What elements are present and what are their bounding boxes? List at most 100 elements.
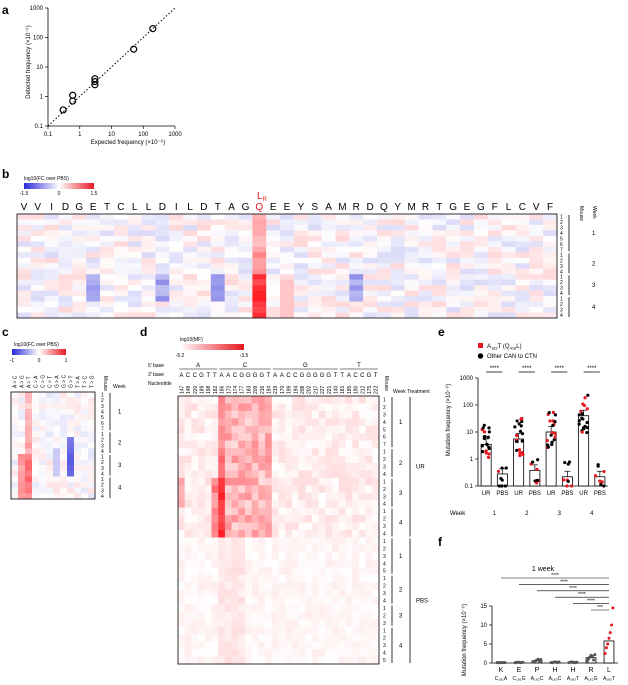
d-heatmap-cell	[358, 552, 366, 560]
d-heatmap-cell	[318, 492, 326, 501]
b-heatmap-cell	[446, 307, 461, 313]
d-heatmap-cell	[365, 649, 373, 657]
b-heatmap-cell	[44, 285, 59, 291]
d-heatmap-cell	[298, 500, 306, 508]
c-heatmap-cell	[60, 408, 68, 415]
d-heatmap-cell	[291, 604, 299, 613]
d-heatmap-cell	[245, 448, 252, 456]
b-heatmap-cell	[155, 224, 170, 231]
c-heatmap-frame	[10, 391, 96, 500]
e-y-tick-label: 10	[466, 430, 473, 436]
b-heatmap-cell	[72, 257, 87, 264]
d-heatmap-cell	[211, 448, 219, 456]
b-heatmap-cell	[515, 290, 530, 297]
d-heatmap-cell	[325, 589, 333, 598]
b-heatmap-cell	[72, 312, 87, 319]
d-heatmap-cell	[318, 552, 326, 560]
b-heatmap-cell	[335, 252, 350, 258]
b-heatmap-cell	[543, 252, 558, 258]
d-heatmap-cell	[291, 611, 299, 620]
c-heatmap-cell	[81, 482, 89, 488]
d-heatmap-cell	[312, 440, 319, 449]
b-heatmap-cell	[100, 246, 115, 253]
d-heatmap-cell	[332, 567, 339, 575]
b-heatmap-cell	[321, 274, 336, 280]
d-heatmap-cell	[312, 515, 319, 523]
d-heatmap-cell	[338, 626, 346, 635]
c-heatmap-cell	[74, 487, 82, 494]
d-heatmap-cell	[305, 656, 313, 665]
e-point-black	[585, 420, 589, 425]
d-heatmap-cell	[332, 626, 339, 635]
d-mouse-id: 1	[383, 509, 386, 515]
b-sequence-residue: D	[200, 202, 207, 213]
b-heatmap-cell	[501, 252, 516, 258]
d-heatmap-cell	[305, 500, 313, 508]
d-heatmap-cell	[318, 544, 326, 553]
b-heatmap-cell	[487, 285, 502, 291]
d-heatmap-cell	[231, 403, 239, 412]
d-heatmap-cell	[271, 403, 279, 412]
d-heatmap-cell	[231, 470, 239, 479]
b-heatmap-cell	[183, 301, 198, 308]
d-heatmap-cell	[245, 582, 252, 590]
d-three-prime-base: C	[353, 373, 358, 379]
c-mouse-id: 3	[101, 466, 104, 472]
d-heatmap-cell	[332, 470, 339, 479]
b-heatmap-cell	[169, 252, 184, 258]
b-heatmap-cell	[30, 230, 45, 237]
d-heatmap-cell	[298, 537, 306, 546]
c-heatmap-cell	[60, 420, 68, 426]
d-heatmap-cell	[305, 597, 313, 605]
d-heatmap-cell	[338, 656, 346, 665]
d-heatmap-cell	[191, 448, 199, 456]
d-heatmap-cell	[198, 477, 205, 486]
d-heatmap-cell	[211, 530, 219, 538]
d-heatmap-cell	[211, 433, 219, 441]
c-heatmap-cell	[39, 493, 47, 500]
d-heatmap-cell	[365, 500, 373, 508]
d-mouse-id: 3	[383, 554, 386, 560]
d-heatmap-cell	[352, 425, 360, 434]
d-heatmap-cell	[258, 589, 266, 598]
d-heatmap-cell	[325, 515, 333, 523]
d-heatmap-cell	[352, 537, 360, 546]
d-heatmap-cell	[245, 492, 252, 501]
b-heatmap-cell	[460, 279, 475, 286]
c-legend-title: log10(FC over PBS)	[14, 342, 59, 348]
b-heatmap-cell	[86, 257, 101, 264]
d-heatmap-cell	[318, 537, 326, 546]
b-heatmap-cell	[349, 301, 364, 308]
d-heatmap-cell	[224, 463, 232, 471]
b-heatmap-cell	[404, 312, 419, 319]
e-significance-label: ****	[587, 366, 597, 372]
d-heatmap-cell	[298, 597, 306, 605]
d-heatmap-cell	[224, 396, 232, 404]
d-heatmap-cell	[332, 410, 339, 419]
d-heatmap-cell	[224, 515, 232, 523]
b-mouse-id: 1	[560, 297, 563, 303]
d-nucleotide-label: 216	[260, 385, 266, 394]
d-heatmap-cell	[218, 425, 226, 434]
a-reference-line	[47, 7, 176, 127]
d-heatmap-cell	[298, 433, 306, 441]
d-heatmap-cell	[312, 448, 319, 456]
d-heatmap-cell	[298, 477, 306, 486]
d-heatmap-cell	[372, 425, 380, 434]
b-heatmap-cell	[377, 214, 392, 220]
d-heatmap-cell	[211, 507, 219, 516]
c-heatmap-cell	[60, 425, 68, 432]
b-sequence-residue: D	[366, 202, 373, 213]
e-legend-swatch-black	[477, 353, 484, 359]
d-heatmap-cell	[204, 626, 212, 635]
e-point-red	[519, 417, 523, 421]
d-heatmap-cell	[258, 574, 266, 583]
b-heatmap-cell	[501, 290, 516, 297]
c-column-label: T > G	[90, 375, 96, 388]
d-heatmap-cell	[345, 604, 353, 613]
d-heatmap-cell	[178, 507, 185, 516]
d-heatmap-cell	[238, 507, 246, 516]
c-heatmap-cell	[39, 448, 47, 455]
b-mouse-id: 6	[560, 242, 563, 248]
